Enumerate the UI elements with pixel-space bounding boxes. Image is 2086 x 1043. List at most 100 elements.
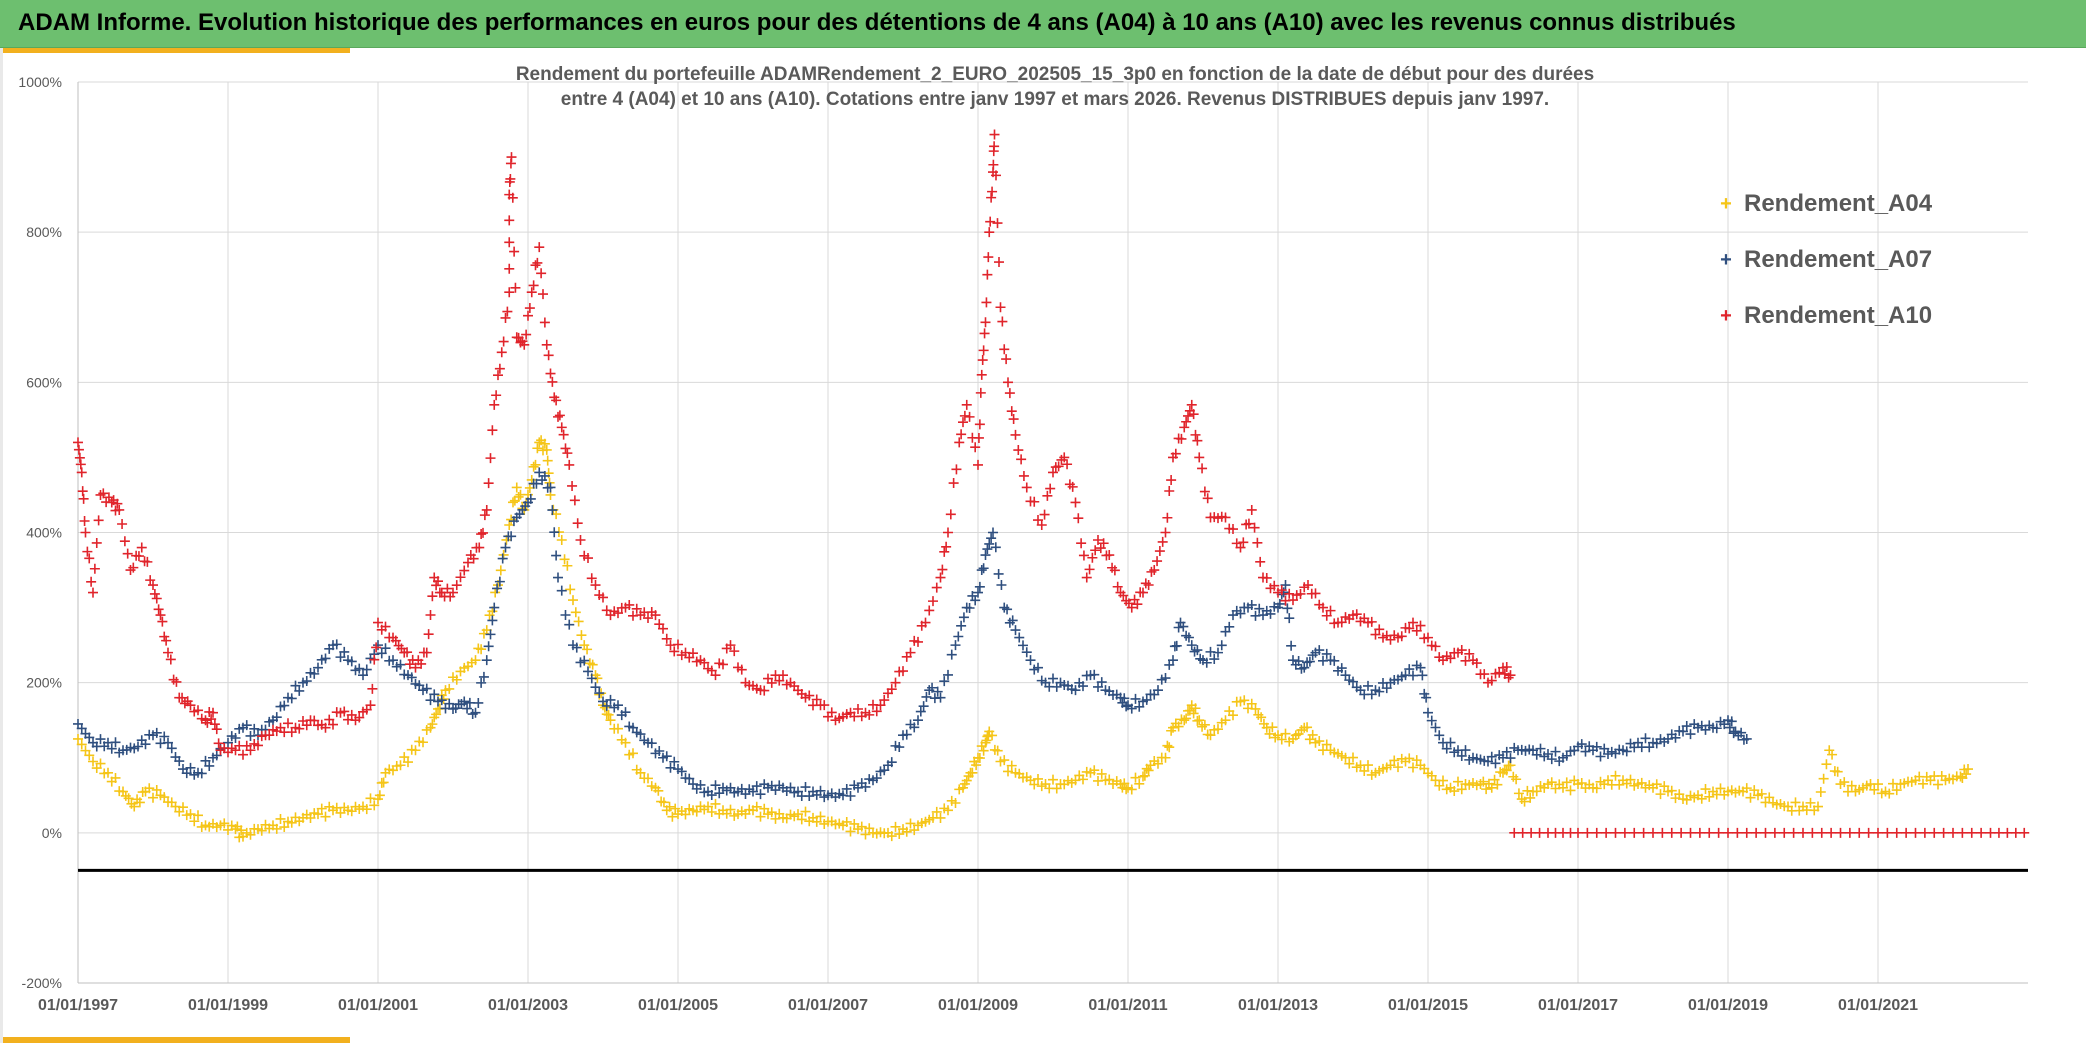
data-point-interp: [1276, 585, 1287, 596]
data-point-interp: [1307, 729, 1318, 740]
data-point-interp: [598, 592, 608, 603]
data-point-interp: [999, 755, 1010, 766]
data-point-interp: [406, 744, 417, 755]
data-point-interp: [1173, 721, 1184, 732]
data-point-interp: [631, 764, 642, 775]
data-point-interp: [948, 478, 959, 489]
data-point-interp: [1689, 719, 1700, 730]
data-point-interp: [1062, 459, 1073, 470]
data-point-interp: [845, 826, 856, 837]
data-point-interp: [1084, 564, 1095, 575]
data-point-interp: [506, 531, 517, 542]
data-point-interp: [1816, 827, 1827, 838]
data-point-interp: [346, 709, 357, 720]
data-point-interp: [1479, 755, 1490, 766]
data-point: [989, 129, 1000, 140]
data-point-interp: [583, 553, 593, 564]
data-point-interp: [1270, 732, 1281, 743]
x-tick-label: 01/01/2021: [1838, 997, 1918, 1014]
data-point-interp: [1002, 604, 1013, 615]
data-point-interp: [680, 809, 691, 820]
data-point-interp: [556, 585, 567, 596]
data-point-interp: [371, 642, 382, 653]
data-point-interp: [1694, 827, 1705, 838]
data-point-interp: [1666, 785, 1677, 796]
data-point-interp: [613, 723, 623, 734]
data-point-interp: [1093, 775, 1103, 786]
data-point-interp: [815, 785, 826, 796]
data-point-interp: [1216, 640, 1227, 651]
data-point-interp: [495, 565, 506, 576]
data-point-interp: [774, 675, 785, 686]
data-point-interp: [166, 743, 177, 754]
data-point-interp: [294, 816, 305, 827]
data-point-interp: [1351, 609, 1362, 620]
data-point-interp: [796, 814, 807, 825]
data-point-interp: [565, 584, 576, 595]
data-point-interp: [582, 644, 593, 655]
data-point-interp: [226, 743, 237, 754]
legend-label-a04: Rendement_A04: [1744, 190, 1933, 217]
data-point-interp: [886, 831, 897, 842]
data-point: [980, 550, 991, 561]
data-point-interp: [977, 355, 988, 366]
data-point-interp: [153, 604, 164, 615]
data-point-interp: [826, 707, 837, 718]
data-point-interp: [110, 772, 121, 783]
data-point-interp: [1486, 751, 1497, 762]
data-point-interp: [1901, 827, 1912, 838]
data-point-interp: [253, 740, 263, 751]
data-point-interp: [1130, 772, 1141, 783]
data-point-interp: [1021, 647, 1032, 658]
data-point-interp: [970, 595, 981, 606]
data-point-interp: [1531, 786, 1542, 797]
data-point-interp: [1162, 740, 1173, 751]
data-point-interp: [320, 653, 331, 664]
data-point-interp: [1426, 770, 1437, 781]
data-point-interp: [1081, 766, 1092, 777]
data-point-interp: [421, 683, 432, 694]
data-point-interp: [1638, 827, 1649, 838]
data-point-interp: [429, 689, 440, 700]
legend-item-a07[interactable]: + Rendement_A07: [1716, 232, 1932, 288]
data-point-interp: [283, 718, 293, 729]
data-point: [1423, 707, 1433, 718]
data-point-interp: [964, 411, 975, 422]
data-point-interp: [808, 700, 818, 711]
data-point-interp: [1267, 722, 1278, 733]
data-point-interp: [661, 751, 672, 762]
data-point-interp: [1188, 409, 1199, 420]
y-tick-label: 600%: [26, 374, 62, 390]
data-point-interp: [1918, 778, 1928, 789]
data-point-interp: [1235, 608, 1246, 619]
legend-item-a10[interactable]: + Rendement_A10: [1716, 288, 1932, 344]
data-point-interp: [476, 677, 487, 688]
data-point-interp: [339, 646, 350, 657]
data-point-interp: [924, 814, 935, 825]
data-point-interp: [1252, 537, 1263, 548]
data-point-interp: [579, 655, 590, 666]
data-point-interp: [1614, 779, 1625, 790]
data-point-interp: [894, 742, 905, 753]
data-point-interp: [532, 257, 543, 268]
data-point: [358, 670, 368, 681]
data-point-interp: [766, 677, 777, 688]
data-point-interp: [414, 680, 425, 691]
data-point-interp: [860, 781, 871, 792]
data-point-interp: [991, 170, 1001, 181]
data-point-interp: [133, 551, 144, 562]
data-point-interp: [245, 829, 256, 840]
data-point-interp: [1190, 703, 1201, 714]
data-point-interp: [1434, 652, 1445, 663]
legend-item-a04[interactable]: + Rendement_A04: [1716, 176, 1932, 232]
data-point-interp: [189, 769, 200, 780]
data-point-interp: [1269, 601, 1280, 612]
data-point-interp: [661, 633, 672, 644]
data-point-interp: [766, 807, 777, 818]
data-point-interp: [264, 716, 275, 727]
data-point-interp: [1404, 664, 1415, 675]
data-point-interp: [159, 731, 170, 742]
data-point-interp: [1494, 750, 1505, 761]
data-point-interp: [1481, 784, 1492, 795]
data-point-interp: [609, 702, 620, 713]
